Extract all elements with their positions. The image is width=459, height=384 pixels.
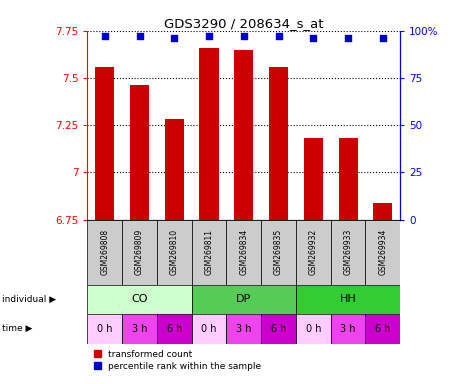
Text: GSM269933: GSM269933 — [343, 229, 352, 275]
Text: GSM269934: GSM269934 — [377, 229, 386, 275]
Text: 6 h: 6 h — [374, 324, 390, 334]
Text: GSM269932: GSM269932 — [308, 229, 317, 275]
Bar — [191, 285, 295, 314]
Bar — [122, 314, 157, 344]
Text: GSM269811: GSM269811 — [204, 229, 213, 275]
Bar — [295, 314, 330, 344]
Text: 3 h: 3 h — [131, 324, 147, 334]
Bar — [261, 314, 295, 344]
Text: HH: HH — [339, 294, 356, 304]
Text: GSM269809: GSM269809 — [135, 229, 144, 275]
Point — [135, 33, 143, 40]
Text: 3 h: 3 h — [235, 324, 251, 334]
Bar — [364, 314, 399, 344]
Text: 0 h: 0 h — [305, 324, 320, 334]
Text: GSM269808: GSM269808 — [100, 229, 109, 275]
Text: 0 h: 0 h — [201, 324, 216, 334]
Bar — [87, 314, 122, 344]
Bar — [95, 66, 114, 220]
Point — [170, 35, 178, 41]
Bar — [338, 138, 357, 220]
Text: GSM269834: GSM269834 — [239, 229, 248, 275]
Bar — [199, 48, 218, 220]
Point — [101, 33, 108, 40]
Bar — [261, 220, 295, 285]
Bar — [130, 86, 149, 220]
Text: 0 h: 0 h — [97, 324, 112, 334]
Text: DP: DP — [235, 294, 251, 304]
Legend: transformed count, percentile rank within the sample: transformed count, percentile rank withi… — [92, 348, 263, 372]
Text: time ▶: time ▶ — [2, 324, 33, 333]
Bar — [330, 220, 364, 285]
Bar — [122, 220, 157, 285]
Point — [240, 33, 247, 40]
Bar — [269, 66, 287, 220]
Point — [309, 35, 316, 41]
Bar — [191, 314, 226, 344]
Bar — [157, 220, 191, 285]
Point — [344, 35, 351, 41]
Bar — [303, 138, 322, 220]
Point — [378, 35, 386, 41]
Bar — [87, 285, 191, 314]
Text: 6 h: 6 h — [166, 324, 182, 334]
Text: CO: CO — [131, 294, 147, 304]
Bar — [164, 119, 184, 220]
Text: 6 h: 6 h — [270, 324, 285, 334]
Bar — [226, 314, 261, 344]
Bar — [364, 220, 399, 285]
Bar — [157, 314, 191, 344]
Bar — [295, 220, 330, 285]
Point — [205, 33, 212, 40]
Title: GDS3290 / 208634_s_at: GDS3290 / 208634_s_at — [164, 17, 323, 30]
Text: GSM269835: GSM269835 — [274, 229, 282, 275]
Point — [274, 33, 282, 40]
Text: GSM269810: GSM269810 — [169, 229, 179, 275]
Bar — [330, 314, 364, 344]
Text: 3 h: 3 h — [340, 324, 355, 334]
Bar — [372, 203, 392, 220]
Bar — [226, 220, 261, 285]
Bar — [87, 220, 122, 285]
Text: individual ▶: individual ▶ — [2, 295, 56, 304]
Bar — [295, 285, 399, 314]
Bar — [234, 50, 253, 220]
Bar — [191, 220, 226, 285]
